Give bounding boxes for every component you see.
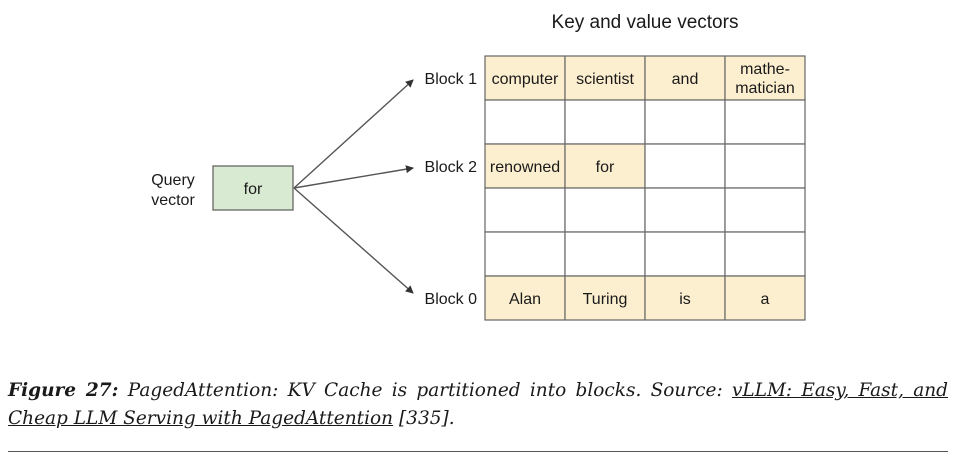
kv-token: for bbox=[596, 159, 615, 176]
kv-token: and bbox=[672, 71, 699, 88]
kv-cell bbox=[644, 143, 726, 189]
kv-token: computer bbox=[492, 71, 559, 88]
kv-cell bbox=[644, 99, 726, 145]
arrow-to-block-1 bbox=[293, 79, 414, 189]
block-label: Block 1 bbox=[425, 71, 478, 88]
kv-token: mathe- bbox=[740, 61, 790, 78]
kv-cell bbox=[564, 99, 646, 145]
kv-token: Alan bbox=[509, 291, 541, 308]
kv-cell bbox=[724, 275, 806, 321]
block-labels: Block 1 Block 2 Block 0 bbox=[425, 71, 478, 308]
arrow-to-block-0 bbox=[293, 187, 414, 294]
kv-cell bbox=[644, 275, 726, 321]
kv-cell bbox=[724, 187, 806, 233]
kv-token: matician bbox=[735, 80, 795, 97]
block-label: Block 2 bbox=[425, 159, 478, 176]
kv-cell bbox=[644, 231, 726, 277]
kv-token: a bbox=[761, 291, 770, 308]
caption-source-link[interactable]: vLLM: Easy, Fast, and Cheap LLM Serving … bbox=[8, 380, 948, 429]
query-label-line1: Query bbox=[151, 172, 195, 189]
kv-cell bbox=[484, 231, 566, 277]
block-label: Block 0 bbox=[425, 291, 478, 308]
kv-token: renowned bbox=[490, 159, 560, 176]
kv-cell bbox=[724, 99, 806, 145]
kv-cache-grid: computer scientist and mathe-matician renown… bbox=[484, 55, 806, 321]
query-label-line2: vector bbox=[151, 192, 195, 209]
kv-token: Turing bbox=[583, 291, 628, 308]
kv-cell bbox=[564, 231, 646, 277]
figure-caption: Figure 27: PagedAttention: KV Cache is p… bbox=[8, 377, 948, 433]
caption-label: Figure 27: bbox=[8, 380, 119, 401]
kv-cell bbox=[724, 231, 806, 277]
bottom-rule bbox=[8, 451, 948, 452]
kv-cell bbox=[564, 187, 646, 233]
caption-ref: [335]. bbox=[398, 408, 455, 429]
kv-cell bbox=[724, 143, 806, 189]
kv-token: is bbox=[679, 291, 691, 308]
kv-cell bbox=[484, 187, 566, 233]
kv-cell bbox=[484, 55, 566, 101]
query-box bbox=[212, 165, 294, 211]
kv-cell bbox=[484, 143, 566, 189]
pagedattention-diagram: Key and value vectors Query vector for c… bbox=[151, 12, 806, 321]
arrow-to-block-2 bbox=[293, 165, 414, 189]
kv-token: scientist bbox=[576, 71, 634, 88]
kv-cell bbox=[724, 55, 806, 101]
query-token: for bbox=[244, 181, 263, 198]
kv-cell bbox=[484, 99, 566, 145]
kv-cell bbox=[644, 187, 726, 233]
diagram-title: Key and value vectors bbox=[552, 12, 739, 33]
caption-text: PagedAttention: KV Cache is partitioned … bbox=[127, 380, 723, 401]
kv-cell bbox=[564, 275, 646, 321]
